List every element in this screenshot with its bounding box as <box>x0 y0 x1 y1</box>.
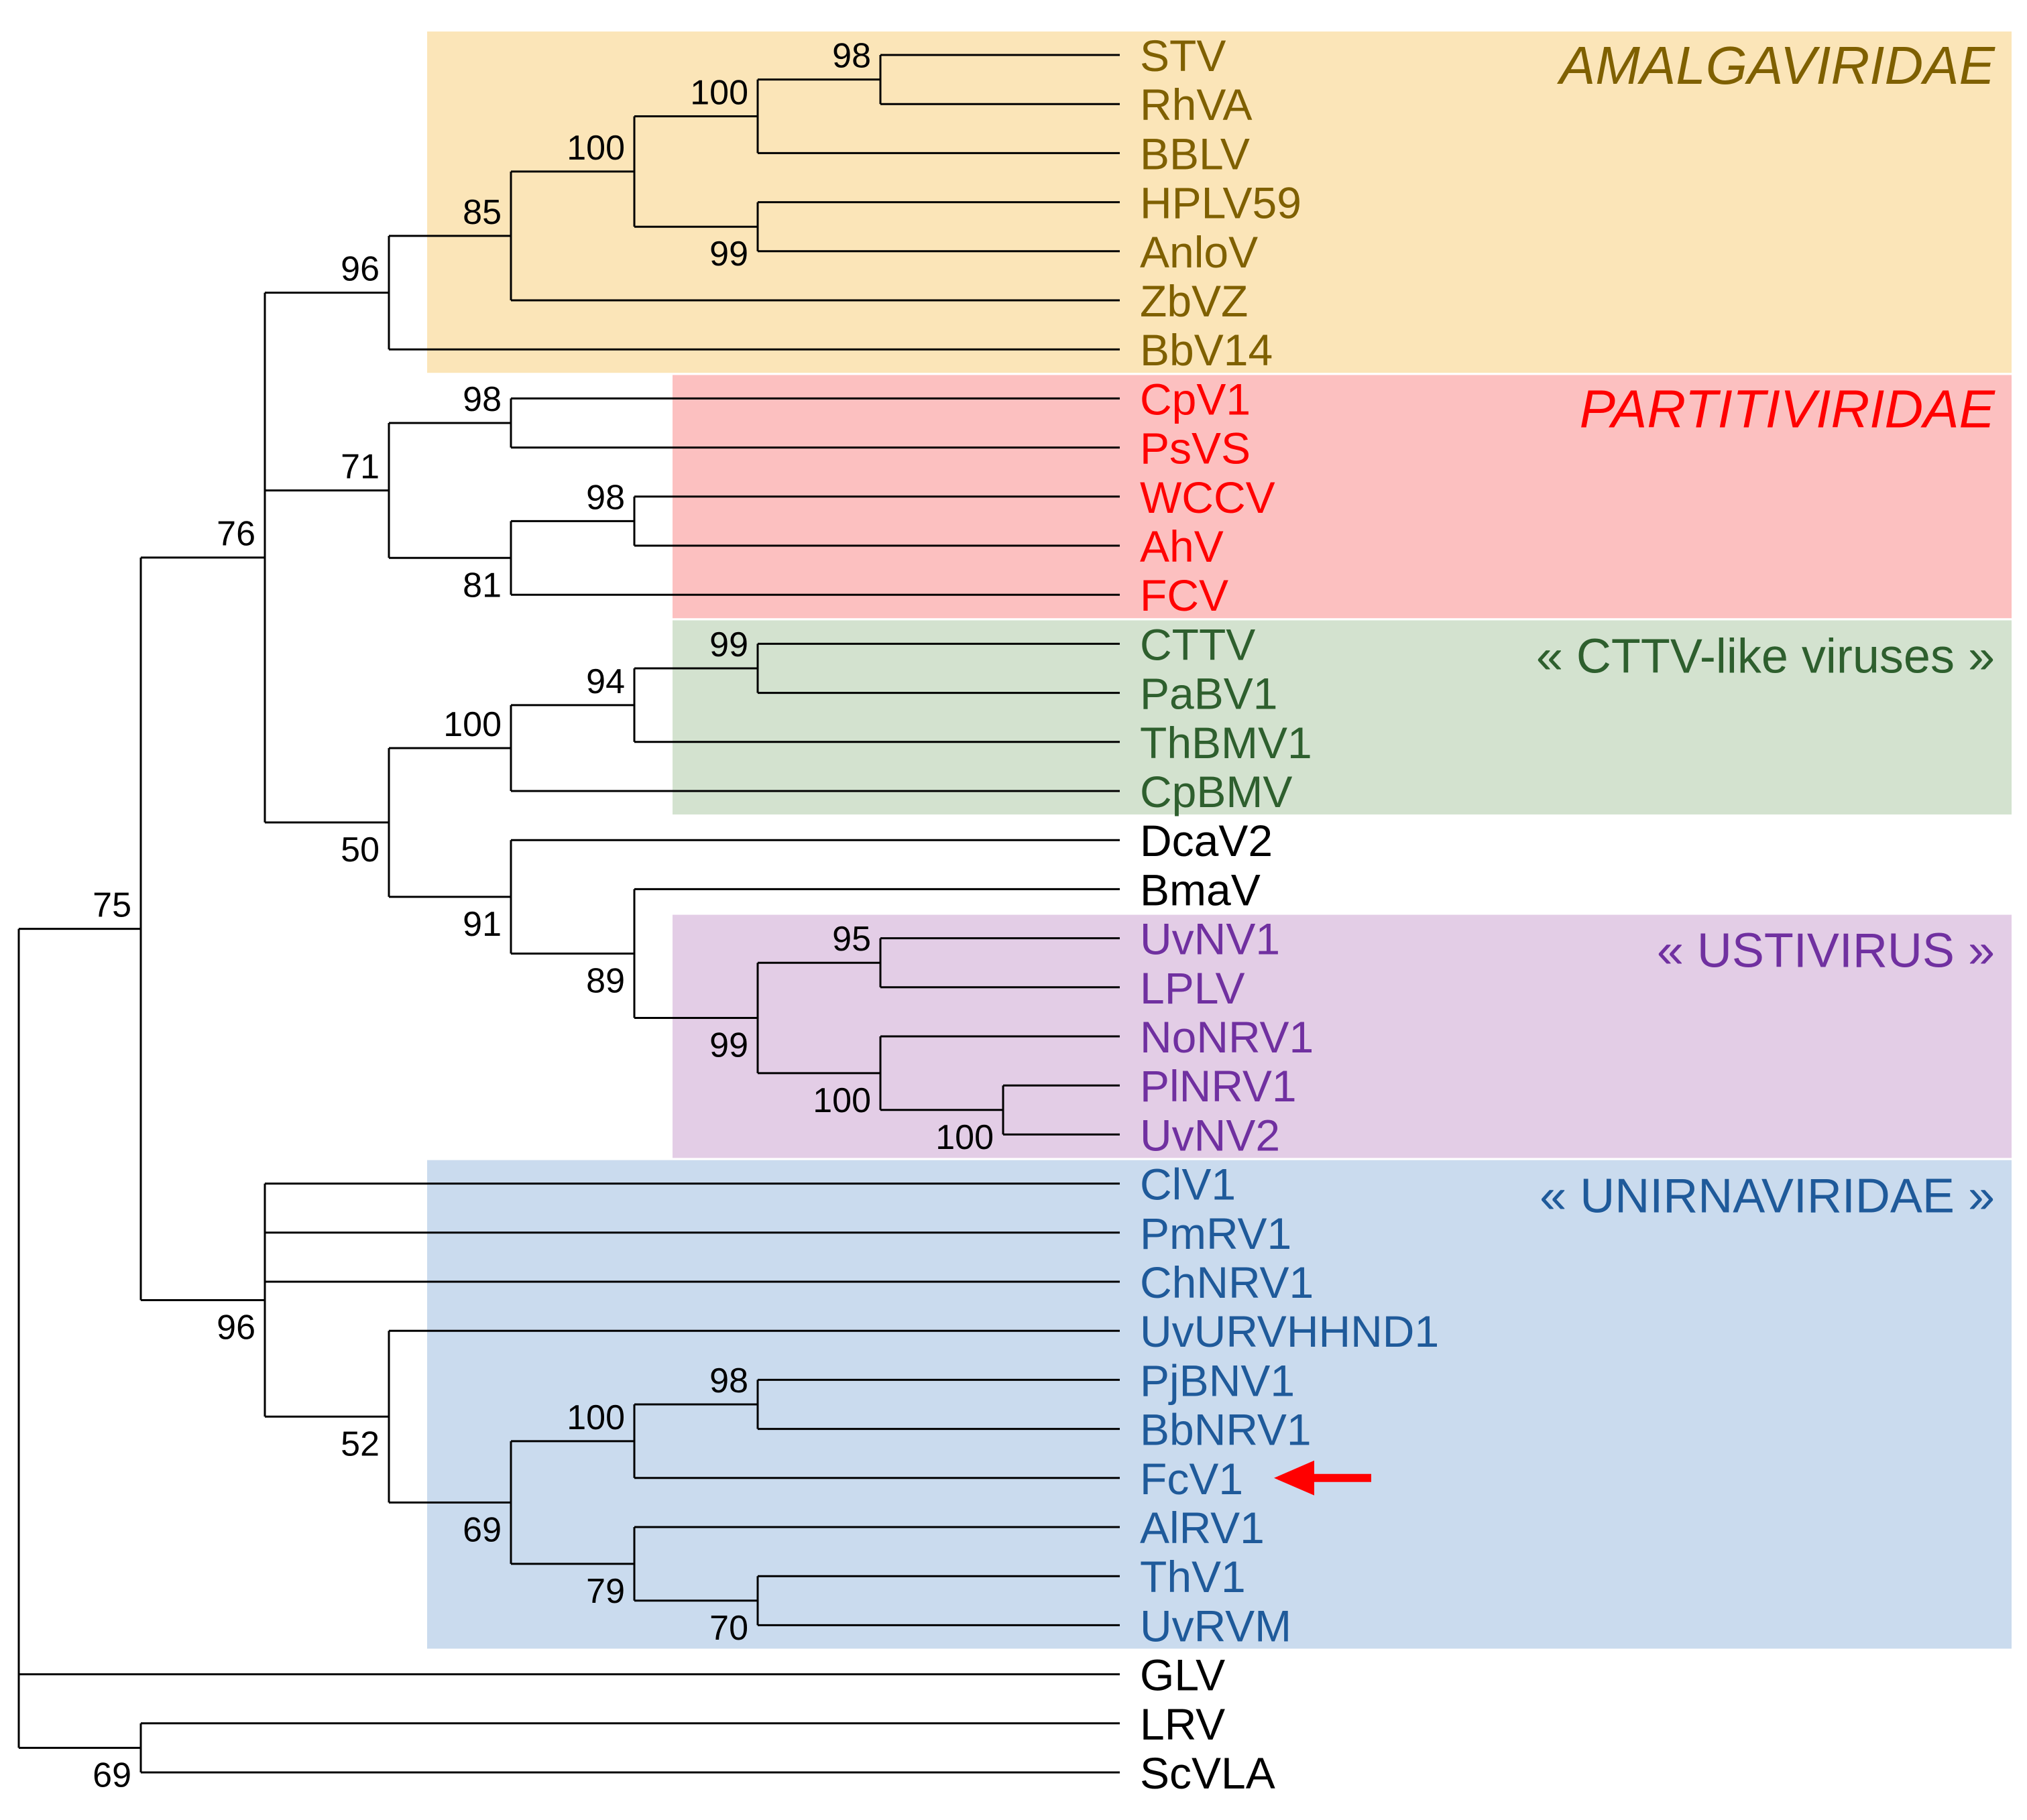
bootstrap-value-6: 98 <box>832 37 871 76</box>
taxon-pabv1: PaBV1 <box>1140 669 1277 719</box>
taxon-uvnv1: UvNV1 <box>1140 914 1280 964</box>
clade-box-amalgaviridae <box>427 32 2012 373</box>
bootstrap-value-2: 96 <box>341 250 380 289</box>
bootstrap-value-27: 79 <box>586 1572 625 1611</box>
taxon-labels: STVRhVABBLVHPLV59AnloVZbVZBbV14CpV1PsVSW… <box>1140 31 1439 1798</box>
taxon-anlov: AnloV <box>1140 227 1258 277</box>
bootstrap-value-8: 71 <box>341 448 380 487</box>
taxon-thv1: ThV1 <box>1140 1552 1246 1601</box>
taxon-ahv: AhV <box>1140 522 1224 571</box>
bootstrap-value-4: 100 <box>567 129 625 168</box>
taxon-plnrv1: PlNRV1 <box>1140 1061 1297 1111</box>
taxon-uvrvm: UvRVM <box>1140 1601 1291 1650</box>
group-label-unirnaviridae: « UNIRNAVIRIDAE » <box>1540 1170 1995 1223</box>
taxon-hplv59: HPLV59 <box>1140 178 1301 228</box>
bootstrap-value-5: 100 <box>690 74 748 113</box>
group-label-cttv-like-viruses: « CTTV-like viruses » <box>1536 629 1995 683</box>
taxon-nonrv1: NoNRV1 <box>1140 1012 1314 1062</box>
bootstrap-value-29: 69 <box>93 1756 131 1795</box>
bootstrap-value-25: 100 <box>567 1398 625 1437</box>
taxon-lrv: LRV <box>1140 1699 1225 1749</box>
bootstrap-value-1: 76 <box>217 515 255 554</box>
bootstrap-value-26: 98 <box>709 1361 748 1400</box>
bootstrap-value-18: 99 <box>709 1026 748 1065</box>
taxon-cpv1: CpV1 <box>1140 374 1251 424</box>
taxon-wccv: WCCV <box>1140 473 1275 522</box>
arrow-left-icon <box>1274 1460 1314 1496</box>
bootstrap-labels: 75 76 96 85 100 100 98 99 71 98 81 98 50 100 94 99 91 89 9… <box>93 37 994 1795</box>
taxon-thbmv1: ThBMV1 <box>1140 718 1312 768</box>
group-labels: AMALGAVIRIDAE PARTITIVIRIDAE « CTTV-like v… <box>1536 36 1996 1223</box>
taxon-pmrv1: PmRV1 <box>1140 1209 1291 1258</box>
taxon-alrv1: AlRV1 <box>1140 1503 1265 1553</box>
taxon-bmav: BmaV <box>1140 865 1261 914</box>
bootstrap-value-14: 94 <box>586 662 625 701</box>
bootstrap-value-3: 85 <box>463 193 502 232</box>
bootstrap-value-22: 96 <box>217 1308 255 1347</box>
taxon-bbnrv1: BbNRV1 <box>1140 1405 1312 1455</box>
taxon-psvs: PsVS <box>1140 424 1251 473</box>
bootstrap-value-20: 100 <box>813 1081 871 1120</box>
bootstrap-value-7: 99 <box>709 235 748 274</box>
clade-box-cttv-like-viruses <box>673 620 2012 814</box>
bootstrap-value-16: 91 <box>463 905 502 944</box>
taxon-cttv: CTTV <box>1140 619 1255 669</box>
taxon-uvurvhhnd1: UvURVHHND1 <box>1140 1307 1439 1356</box>
group-label-amalgaviridae: AMALGAVIRIDAE <box>1557 36 1996 95</box>
taxon-stv: STV <box>1140 31 1226 80</box>
taxon-pjbnv1: PjBNV1 <box>1140 1355 1295 1405</box>
taxon-cpbmv: CpBMV <box>1140 767 1292 816</box>
taxon-fcv: FCV <box>1140 570 1228 620</box>
taxon-bbv14: BbV14 <box>1140 325 1273 375</box>
bootstrap-value-12: 50 <box>341 831 380 869</box>
taxon-uvnv2: UvNV2 <box>1140 1110 1280 1160</box>
taxon-rhva: RhVA <box>1140 80 1253 129</box>
bootstrap-value-10: 81 <box>463 566 502 605</box>
bootstrap-value-13: 100 <box>443 705 502 744</box>
taxon-chnrv1: ChNRV1 <box>1140 1258 1314 1307</box>
taxon-clv1: ClV1 <box>1140 1160 1236 1209</box>
taxon-fcv1: FcV1 <box>1140 1454 1243 1504</box>
bootstrap-value-17: 89 <box>586 961 625 1000</box>
bootstrap-value-11: 98 <box>586 478 625 517</box>
taxon-bblv: BBLV <box>1140 129 1250 178</box>
highlight-marker <box>1274 1460 1371 1496</box>
bootstrap-value-19: 95 <box>832 920 871 959</box>
group-label-ustivirus: « USTIVIRUS » <box>1657 924 1995 978</box>
bootstrap-value-15: 99 <box>709 625 748 664</box>
bootstrap-value-9: 98 <box>463 380 502 419</box>
taxon-dcav2: DcaV2 <box>1140 816 1273 865</box>
bootstrap-value-24: 69 <box>463 1510 502 1549</box>
taxon-scvla: ScVLA <box>1140 1748 1275 1798</box>
bootstrap-value-0: 75 <box>93 886 131 925</box>
bootstrap-value-28: 70 <box>709 1609 748 1648</box>
taxon-glv: GLV <box>1140 1650 1225 1700</box>
taxon-zbvz: ZbVZ <box>1140 276 1248 326</box>
bootstrap-value-21: 100 <box>935 1118 994 1157</box>
group-label-partitiviridae: PARTITIVIRIDAE <box>1580 379 1996 438</box>
bootstrap-value-23: 52 <box>341 1424 380 1463</box>
tree-branches <box>17 54 1120 1774</box>
taxon-lplv: LPLV <box>1140 963 1245 1013</box>
